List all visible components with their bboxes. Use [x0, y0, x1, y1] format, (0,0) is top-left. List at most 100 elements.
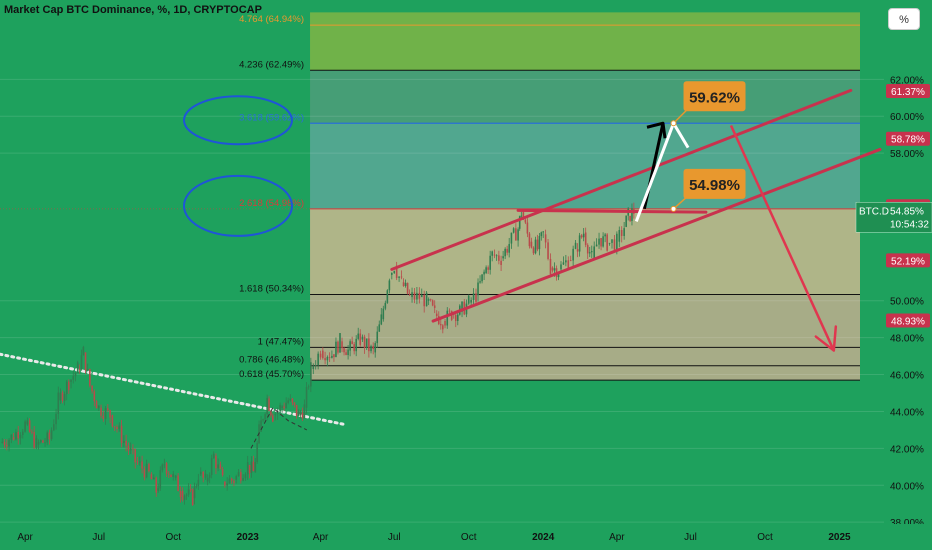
callout-box	[683, 168, 746, 199]
candle-body	[86, 369, 89, 371]
candle-body	[116, 427, 118, 430]
candle-body	[572, 248, 574, 261]
candle-body	[567, 260, 570, 268]
candle-body	[349, 341, 351, 351]
candle-body	[408, 293, 411, 295]
x-tick-label: 2025	[828, 532, 851, 543]
candle-body	[475, 293, 477, 302]
x-tick-label: 2024	[532, 532, 555, 543]
y-tick-label: 44.00%	[890, 407, 924, 418]
candle-body	[544, 234, 547, 243]
candle-body	[50, 430, 53, 440]
candle-body	[333, 354, 335, 358]
candle-body	[68, 381, 70, 391]
candle-body	[623, 228, 625, 236]
candle-body	[374, 343, 377, 353]
x-tick-label: Oct	[461, 532, 477, 543]
candle-body	[303, 404, 306, 419]
candle-body	[314, 365, 317, 367]
candle-body	[120, 425, 123, 443]
candle-body	[212, 453, 215, 459]
candle-body	[217, 464, 219, 469]
candle-body	[123, 440, 125, 443]
candle-body	[532, 247, 535, 254]
candle-body	[467, 295, 470, 304]
callout-anchor	[670, 205, 677, 212]
candle-body	[411, 292, 413, 298]
y-tick-label: 50.00%	[890, 297, 924, 308]
candle-body	[145, 463, 148, 478]
candle-body	[540, 232, 543, 237]
candle-body	[295, 404, 298, 416]
candle-body	[252, 461, 255, 472]
candle-body	[63, 394, 66, 401]
candle-body	[22, 431, 24, 435]
candle-body	[293, 402, 296, 405]
candle-body	[324, 358, 326, 361]
candle-body	[107, 408, 109, 411]
candle-body	[425, 292, 428, 307]
candle-body	[289, 398, 292, 401]
y-tick-label: 42.00%	[890, 444, 924, 455]
candle-body	[312, 365, 315, 370]
candle-body	[530, 241, 533, 248]
candle-body	[536, 239, 539, 250]
candle-body	[372, 345, 374, 350]
candle-body	[606, 234, 608, 251]
candle-body	[276, 410, 279, 415]
candle-body	[42, 440, 44, 443]
fib-zone	[310, 12, 860, 71]
candle-body	[174, 475, 177, 478]
candle-body	[19, 434, 22, 439]
candle-body	[444, 321, 446, 326]
candle-body	[185, 494, 188, 496]
price-axis: 38.00% 40.00% 42.00% 44.00% 46.00% 48.00% 50.0…	[855, 0, 932, 550]
candle-body	[331, 355, 333, 358]
candle-body	[240, 472, 242, 481]
candle-body	[202, 471, 204, 478]
candle-body	[345, 352, 347, 356]
candle-body	[402, 282, 405, 286]
candle-body	[515, 228, 517, 241]
candle-body	[611, 239, 613, 243]
candle-body	[557, 273, 560, 278]
candle-body	[148, 463, 150, 472]
x-tick-label: Apr	[17, 532, 33, 543]
candle-body	[456, 314, 459, 321]
candle-body	[600, 238, 602, 247]
candle-body	[17, 431, 20, 439]
candle-body	[157, 488, 160, 491]
candle-body	[82, 346, 85, 356]
candle-body	[427, 299, 430, 301]
candle-body	[33, 432, 35, 448]
candle-body	[485, 267, 487, 274]
fib-level-label: 2.618 (54.98%)	[239, 198, 304, 209]
candle-body	[454, 314, 457, 321]
candle-body	[450, 311, 453, 320]
candle-body	[256, 443, 258, 462]
candle-body	[170, 474, 172, 477]
x-tick-label: Jul	[684, 532, 697, 543]
candle-body	[588, 252, 591, 254]
candle-body	[506, 248, 508, 253]
candle-body	[584, 232, 587, 245]
candle-body	[113, 426, 116, 428]
candle-body	[393, 271, 396, 273]
candle-body	[127, 445, 130, 451]
x-tick-label: Jul	[388, 532, 401, 543]
candle-body	[574, 242, 577, 249]
candle-body	[76, 362, 79, 373]
candle-body	[44, 442, 46, 444]
fib-level-label: 1.618 (50.34%)	[239, 283, 304, 294]
candle-body	[125, 440, 127, 446]
candle-body	[326, 356, 329, 361]
time-axis: Apr Jul Oct 2023 Apr Jul Oct 2024 Apr Jul Oct 2025	[0, 524, 932, 550]
candle-body	[582, 233, 585, 238]
candle-body	[80, 355, 83, 370]
candle-body	[260, 420, 262, 432]
candle-body	[322, 350, 324, 359]
last-price-tag	[855, 202, 932, 233]
percent-scale-button[interactable]: %	[888, 8, 920, 30]
y-tick-label: 60.00%	[890, 112, 924, 123]
